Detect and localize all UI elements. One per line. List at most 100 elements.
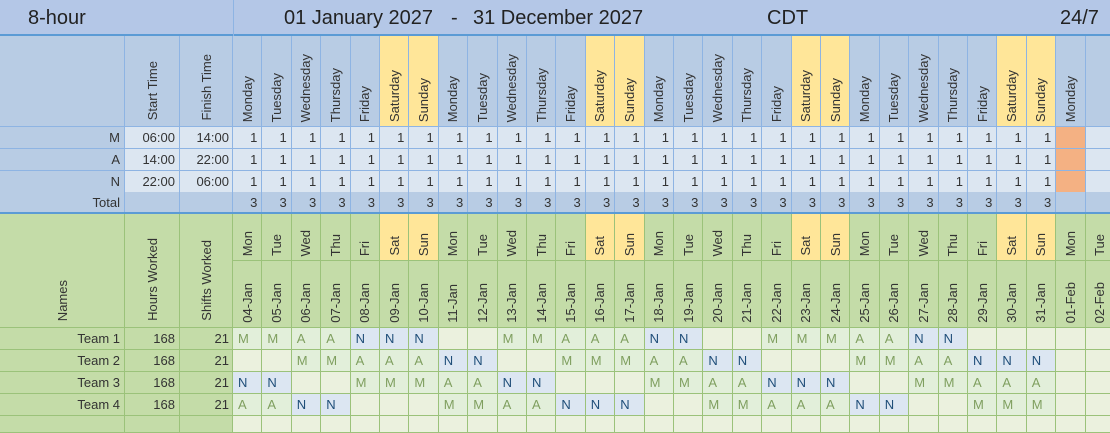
shift-cell-text: A xyxy=(884,331,894,346)
shift-cell: N xyxy=(850,394,880,416)
shift-cell: N xyxy=(968,350,998,372)
shift-count-text: 1 xyxy=(955,174,963,189)
shift-cell-text: N xyxy=(708,353,718,368)
shift-count xyxy=(1085,127,1110,149)
blank xyxy=(180,416,233,433)
shift-cell: N xyxy=(409,328,439,350)
shifts-worked: 21 xyxy=(180,350,233,372)
shift-count: 1 xyxy=(321,171,351,193)
shift-cell-text: A xyxy=(296,331,306,346)
shift-cell: A xyxy=(674,350,704,372)
day-abbr: Tue xyxy=(262,214,292,261)
day-header-text: Wednesday xyxy=(915,53,931,122)
date: 06-Jan xyxy=(291,261,322,328)
total-count-text: 3 xyxy=(985,194,993,210)
shift-cell-text: N xyxy=(737,353,748,368)
shift-cell: A xyxy=(380,350,410,372)
shift-count: 1 xyxy=(821,127,851,149)
shift-cell: A xyxy=(1026,372,1057,394)
date-text: 08-Jan xyxy=(357,283,373,323)
day-abbr-text: Thu xyxy=(533,233,549,256)
day-header: Saturday xyxy=(585,36,616,127)
total-label: Total xyxy=(0,192,125,213)
blank xyxy=(527,416,557,433)
date: 12-Jan xyxy=(468,261,498,328)
total-label-text: Total xyxy=(92,194,120,210)
date-text: 30-Jan xyxy=(1004,283,1020,323)
shift-count-text: 1 xyxy=(426,130,434,145)
shift-count-text: 1 xyxy=(426,152,434,167)
shift-cell-text: A xyxy=(414,353,424,368)
blank xyxy=(321,416,351,433)
shift-count-text: 1 xyxy=(397,130,405,145)
shift-count-text: 1 xyxy=(573,174,581,189)
blank xyxy=(409,416,439,433)
shift-count: 1 xyxy=(527,127,557,149)
shift-count: 1 xyxy=(615,149,645,171)
shift-cell-text: M xyxy=(737,397,749,412)
shift-cell: M xyxy=(850,350,880,372)
shifts-worked-text: 21 xyxy=(214,353,229,368)
total-count: 3 xyxy=(968,192,998,213)
blank xyxy=(821,416,851,433)
date-text: 24-Jan xyxy=(827,283,843,323)
column-header-text: Start Time xyxy=(144,60,160,120)
day-header: Tuesday xyxy=(879,36,910,127)
shifts-worked-text: 21 xyxy=(214,397,229,412)
shift-cell: M xyxy=(703,394,733,416)
shift-cell-text: A xyxy=(590,331,600,346)
team-name: Team 3 xyxy=(0,372,125,394)
shift-label: N xyxy=(0,171,125,193)
shift-count: 1 xyxy=(1026,127,1057,149)
shift-cell xyxy=(615,372,645,394)
date: 23-Jan xyxy=(791,261,821,328)
shift-count-text: 1 xyxy=(573,130,581,145)
day-header-text: Friday xyxy=(768,85,784,122)
team-name-text: Team 3 xyxy=(77,375,120,390)
shift-count: 1 xyxy=(674,149,704,171)
shift-cell xyxy=(585,372,616,394)
separator: - xyxy=(451,7,458,29)
day-header: Friday xyxy=(350,36,380,127)
shift-count: 1 xyxy=(350,171,380,193)
day-abbr-text: Wed xyxy=(504,229,520,257)
shift-cell: A xyxy=(938,350,968,372)
shift-count-text: 1 xyxy=(661,152,669,167)
title: 8-hour xyxy=(28,7,86,29)
shift-count: 1 xyxy=(380,171,410,193)
day-header-text: Saturday xyxy=(1004,69,1020,122)
shift-cell-text: A xyxy=(973,375,982,390)
shift-cell-text: N xyxy=(267,375,277,390)
shift-count: 1 xyxy=(850,171,880,193)
shift-count: 1 xyxy=(291,171,322,193)
roster-header: Shifts Worked xyxy=(180,214,233,328)
finish-time: 14:00 xyxy=(180,127,233,149)
date: 05-Jan xyxy=(262,261,292,328)
shift-count-text: 1 xyxy=(955,130,963,145)
total-blank xyxy=(180,192,233,213)
shift-label-text: N xyxy=(110,174,120,189)
day-header: Saturday xyxy=(791,36,821,127)
shift-cell xyxy=(1056,372,1086,394)
day-abbr: Wed xyxy=(291,214,322,261)
date: 19-Jan xyxy=(674,261,704,328)
shift-count-text: 1 xyxy=(985,152,993,167)
shift-cell xyxy=(938,394,968,416)
date-text: 06-Jan xyxy=(298,283,314,323)
finish-time: 22:00 xyxy=(180,149,233,171)
shift-cell xyxy=(1085,394,1110,416)
shift-cell-text: N xyxy=(767,375,777,390)
shift-cell xyxy=(1026,328,1057,350)
shift-cell-text: M xyxy=(414,375,426,390)
shift-cell: N xyxy=(1026,350,1057,372)
roster-header: Hours Worked xyxy=(125,214,180,328)
shift-cell: M xyxy=(556,350,586,372)
shift-cell xyxy=(644,394,674,416)
day-abbr: Tue xyxy=(1085,214,1110,261)
shift-count-text: 1 xyxy=(779,130,787,145)
shift-cell: N xyxy=(350,328,380,350)
shift-count-text: 1 xyxy=(838,152,846,167)
shift-cell-text: A xyxy=(737,375,747,390)
shift-cell xyxy=(997,328,1027,350)
shift-count: 1 xyxy=(585,171,616,193)
